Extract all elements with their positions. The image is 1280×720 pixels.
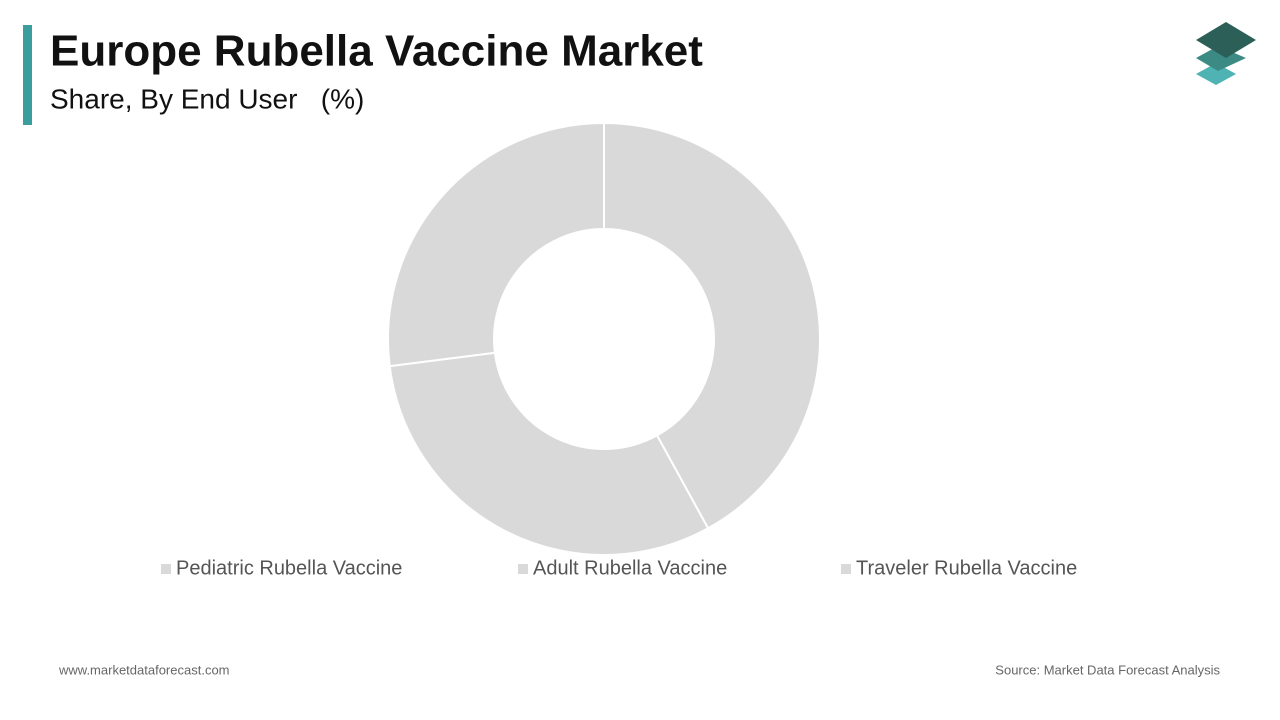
chart-title: Europe Rubella Vaccine Market xyxy=(50,27,703,76)
donut-slice xyxy=(388,351,710,556)
donut-slice xyxy=(603,121,821,530)
legend-swatch xyxy=(841,564,851,574)
logo xyxy=(1196,22,1256,85)
legend-label: Pediatric Rubella Vaccine xyxy=(176,557,402,579)
donut-slice xyxy=(387,121,605,368)
legend-label: Traveler Rubella Vaccine xyxy=(856,557,1077,579)
chart-subtitle: Share, By End User (%) xyxy=(50,83,364,114)
footer-source: Source: Market Data Forecast Analysis xyxy=(995,662,1220,677)
legend-swatch xyxy=(518,564,528,574)
legend-swatch xyxy=(161,564,171,574)
accent-bar xyxy=(23,25,32,125)
footer-website: www.marketdataforecast.com xyxy=(58,662,230,677)
legend-label: Adult Rubella Vaccine xyxy=(533,557,727,579)
